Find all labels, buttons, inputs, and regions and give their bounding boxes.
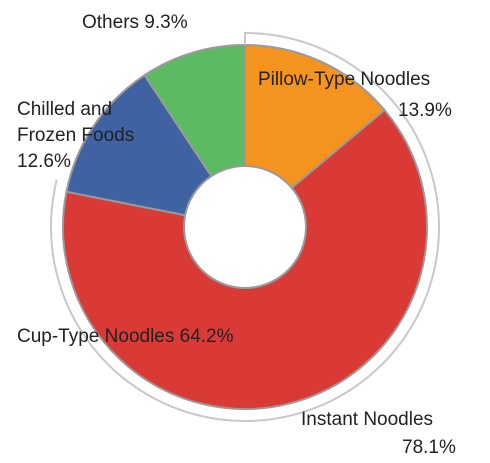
label-cup-type-noodles: Cup-Type Noodles 64.2% (17, 326, 234, 347)
label-instant-noodles: Instant Noodles (301, 409, 433, 430)
label-chilled-percent: 12.6% (17, 151, 71, 172)
label-pillow-type-percent: 13.9% (398, 100, 452, 121)
label-others: Others 9.3% (82, 12, 188, 33)
label-chilled-line2: Frozen Foods (17, 125, 134, 146)
donut-hole (183, 165, 307, 289)
label-chilled-line1: Chilled and (17, 99, 112, 120)
label-pillow-type-noodles: Pillow-Type Noodles (258, 69, 430, 90)
label-instant-noodles-percent: 78.1% (402, 437, 456, 458)
instant-noodles-bracket (50, 31, 440, 422)
